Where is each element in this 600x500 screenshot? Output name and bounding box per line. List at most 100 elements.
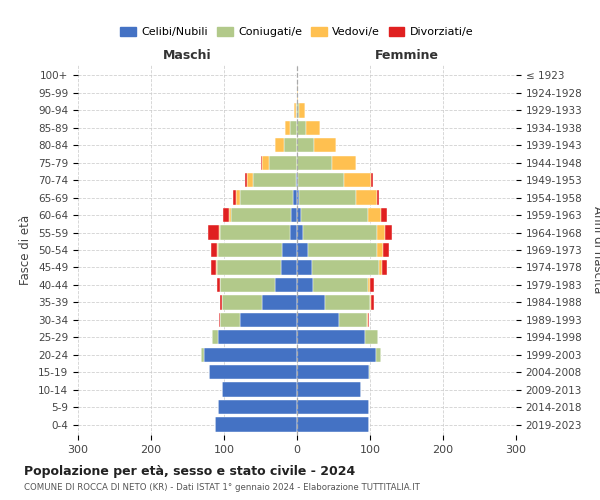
Bar	[299, 190, 356, 205]
Bar	[371, 173, 373, 188]
Bar	[220, 312, 240, 327]
Bar	[240, 190, 293, 205]
Bar	[290, 226, 297, 239]
Bar	[297, 138, 314, 152]
Bar	[297, 156, 332, 170]
Bar	[296, 103, 297, 118]
Bar	[245, 173, 247, 188]
Bar	[297, 190, 299, 205]
Bar	[382, 260, 387, 274]
Text: Maschi: Maschi	[163, 48, 212, 62]
Bar	[212, 330, 218, 344]
Bar	[262, 156, 269, 170]
Bar	[371, 295, 374, 310]
Bar	[297, 86, 298, 100]
Bar	[377, 226, 385, 239]
Bar	[365, 330, 378, 344]
Bar	[308, 243, 377, 257]
Bar	[294, 103, 296, 118]
Bar	[297, 173, 298, 188]
Bar	[290, 120, 297, 135]
Bar	[203, 348, 297, 362]
Bar	[311, 260, 379, 274]
Bar	[377, 243, 383, 257]
Bar	[314, 138, 335, 152]
Bar	[281, 260, 297, 274]
Bar	[236, 190, 240, 205]
Bar	[297, 418, 368, 432]
Bar	[297, 400, 368, 414]
Bar	[377, 190, 379, 205]
Bar	[222, 295, 262, 310]
Bar	[275, 138, 284, 152]
Bar	[211, 243, 217, 257]
Bar	[325, 295, 370, 310]
Bar	[297, 243, 308, 257]
Bar	[220, 295, 222, 310]
Bar	[293, 190, 297, 205]
Bar	[298, 173, 344, 188]
Bar	[217, 260, 281, 274]
Bar	[297, 295, 325, 310]
Bar	[296, 173, 297, 188]
Bar	[297, 312, 340, 327]
Bar	[233, 190, 236, 205]
Bar	[200, 348, 203, 362]
Bar	[356, 190, 377, 205]
Bar	[218, 243, 283, 257]
Bar	[367, 312, 368, 327]
Bar	[370, 295, 371, 310]
Bar	[218, 330, 297, 344]
Bar	[340, 312, 367, 327]
Bar	[383, 243, 389, 257]
Bar	[247, 173, 253, 188]
Bar	[275, 278, 297, 292]
Y-axis label: Anni di nascita: Anni di nascita	[591, 206, 600, 294]
Bar	[209, 365, 297, 380]
Bar	[284, 138, 297, 152]
Bar	[313, 278, 368, 292]
Bar	[219, 312, 220, 327]
Bar	[344, 173, 371, 188]
Bar	[368, 208, 381, 222]
Bar	[208, 226, 219, 239]
Bar	[220, 278, 275, 292]
Bar	[297, 348, 376, 362]
Bar	[368, 365, 370, 380]
Text: COMUNE DI ROCCA DI NETO (KR) - Dati ISTAT 1° gennaio 2024 - Elaborazione TUTTITA: COMUNE DI ROCCA DI NETO (KR) - Dati ISTA…	[24, 484, 420, 492]
Bar	[381, 208, 387, 222]
Bar	[216, 260, 217, 274]
Bar	[222, 382, 297, 397]
Bar	[232, 208, 291, 222]
Text: Popolazione per età, sesso e stato civile - 2024: Popolazione per età, sesso e stato civil…	[24, 465, 355, 478]
Bar	[297, 226, 303, 239]
Bar	[283, 243, 297, 257]
Bar	[269, 156, 297, 170]
Bar	[217, 243, 218, 257]
Bar	[297, 330, 365, 344]
Bar	[297, 103, 299, 118]
Bar	[240, 312, 297, 327]
Bar	[379, 260, 382, 274]
Bar	[218, 400, 297, 414]
Bar	[217, 278, 220, 292]
Bar	[368, 278, 370, 292]
Bar	[211, 260, 216, 274]
Y-axis label: Fasce di età: Fasce di età	[19, 215, 32, 285]
Bar	[299, 103, 305, 118]
Bar	[262, 295, 297, 310]
Bar	[284, 120, 290, 135]
Bar	[291, 208, 297, 222]
Bar	[297, 365, 368, 380]
Bar	[306, 120, 320, 135]
Bar	[260, 156, 262, 170]
Bar	[215, 418, 297, 432]
Bar	[301, 208, 368, 222]
Bar	[297, 382, 361, 397]
Bar	[297, 260, 311, 274]
Legend: Celibi/Nubili, Coniugati/e, Vedovi/e, Divorziati/e: Celibi/Nubili, Coniugati/e, Vedovi/e, Di…	[116, 22, 478, 42]
Bar	[253, 173, 296, 188]
Bar	[332, 156, 356, 170]
Bar	[220, 226, 290, 239]
Bar	[229, 208, 232, 222]
